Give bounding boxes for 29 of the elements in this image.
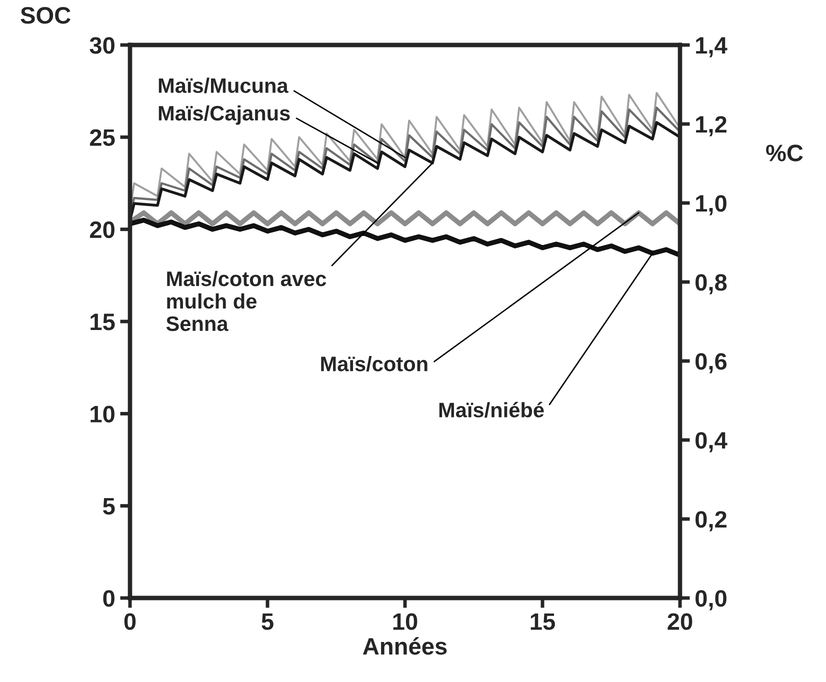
y2-tick-label: 0,6: [696, 353, 727, 374]
series-label: Maïs/Cajanus: [158, 105, 290, 125]
y2-tick-label: 0,8: [696, 274, 727, 294]
line-series: [130, 218, 680, 258]
y2-tick-label: 0,2: [696, 511, 726, 532]
y-tick-label: 15: [90, 314, 115, 330]
y-tick-label: 0: [103, 590, 114, 607]
x-tick-label: 10: [393, 613, 418, 630]
x-tick-label: 20: [668, 613, 692, 630]
y-tick-label: 10: [90, 406, 114, 422]
x-axis-title: Années: [362, 637, 447, 655]
x-tick-label: 0: [124, 613, 136, 630]
y-tick-label: 20: [90, 221, 114, 238]
y-tick-label: 5: [103, 498, 115, 515]
y-axis-title: SOC: [20, 7, 71, 24]
x-tick-label: 15: [530, 613, 555, 630]
text: Maïs/coton: [321, 356, 428, 372]
text: Maïs/niébé: [439, 402, 544, 418]
y2-tick-label: 1,4: [696, 37, 728, 58]
y2-tick-label: 0,0: [696, 590, 726, 610]
y2-tick-label: 1,2: [696, 116, 726, 136]
text: Maïs/coton avec mulch de Senna: [166, 270, 326, 332]
text: Maïs/Mucuna: [158, 78, 288, 94]
y2-tick-label: 0,4: [696, 432, 728, 452]
x-tick-label: 5: [262, 613, 274, 630]
y-tick-label: 30: [90, 37, 114, 54]
y2-axis-title: %C: [766, 144, 803, 162]
y-tick-label: 25: [90, 129, 115, 146]
y2-tick-label: 1,0: [696, 195, 726, 216]
